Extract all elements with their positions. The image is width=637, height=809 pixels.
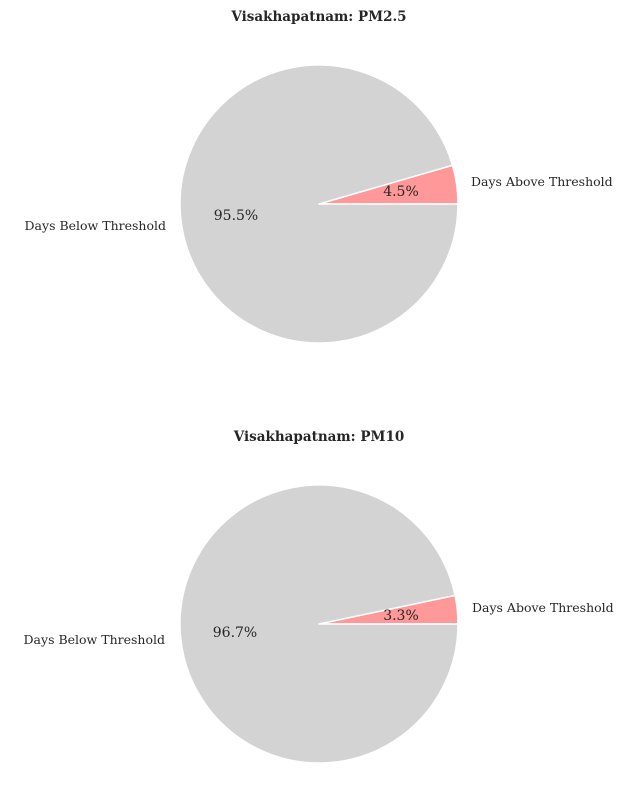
slice-label-below: Days Below Threshold [25, 218, 166, 233]
percent-label-below: 96.7% [213, 625, 257, 641]
percent-label-above: 3.3% [383, 608, 419, 624]
slice-label-above: Days Above Threshold [472, 600, 614, 615]
slice-label-above: Days Above Threshold [471, 174, 613, 189]
percent-label-above: 4.5% [383, 184, 419, 200]
pie-slice-below [179, 64, 459, 344]
percent-label-below: 95.5% [214, 208, 258, 224]
pie-slice-below [179, 484, 459, 764]
chart-title: Visakhapatnam: PM10 [233, 429, 404, 445]
pie-chart-pm25: Visakhapatnam: PM2.5 Days Above Threshol… [25, 9, 613, 344]
pie-slices [179, 64, 459, 344]
pie-chart-pm10: Visakhapatnam: PM10 Days Above Threshold… [24, 429, 614, 764]
slice-label-below: Days Below Threshold [24, 632, 165, 647]
pie-slices [179, 484, 459, 764]
chart-title: Visakhapatnam: PM2.5 [230, 9, 406, 25]
